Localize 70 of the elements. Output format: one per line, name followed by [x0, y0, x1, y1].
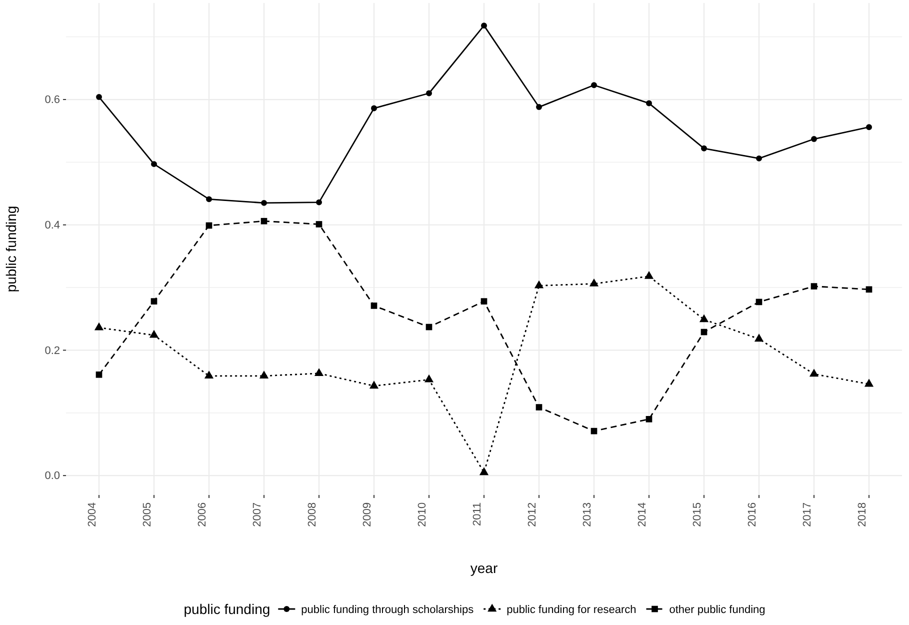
point: [150, 298, 158, 304]
legend-label: other public funding: [669, 604, 766, 616]
point: [260, 218, 268, 224]
point: [371, 105, 377, 112]
point: [426, 324, 432, 330]
x-tick-label: 2015: [692, 502, 704, 527]
x-tick-label: 2014: [636, 502, 649, 527]
x-tick-label: 2013: [582, 502, 594, 527]
point: [480, 298, 488, 304]
point: [809, 368, 819, 377]
point: [206, 222, 212, 229]
y-axis-title: public funding: [3, 206, 19, 292]
point: [644, 271, 654, 279]
point: [866, 286, 872, 293]
point: [149, 330, 159, 338]
point: [96, 94, 102, 100]
point: [700, 328, 708, 336]
x-tick-label: 2011: [472, 502, 484, 526]
y-tick-label: 0.0: [44, 470, 60, 482]
y-tick-label: 0.6: [44, 94, 60, 106]
x-tick-label: 2012: [526, 502, 539, 527]
x-tick-label: 2017: [802, 502, 814, 527]
point: [590, 428, 598, 434]
point: [316, 199, 322, 206]
point: [259, 370, 269, 379]
point: [314, 368, 324, 376]
point: [96, 372, 102, 378]
point: [589, 278, 599, 286]
point: [534, 280, 544, 288]
legend-label: public funding for research: [506, 604, 636, 616]
point: [481, 22, 487, 29]
point: [94, 322, 104, 330]
point: [591, 82, 597, 88]
point: [536, 104, 542, 110]
point: [261, 200, 267, 206]
point: [204, 370, 214, 379]
point: [811, 136, 817, 142]
point: [699, 314, 709, 322]
point: [426, 90, 432, 96]
y-tick-label: 0.2: [44, 344, 60, 357]
point: [370, 302, 378, 309]
legend-label: public funding through scholarships: [301, 604, 474, 616]
point: [646, 100, 652, 106]
point: [756, 155, 762, 162]
point: [864, 378, 874, 387]
point: [424, 374, 434, 382]
point: [810, 283, 818, 290]
x-tick-label: 2018: [856, 502, 869, 527]
point: [479, 467, 489, 476]
x-tick-label: 2007: [252, 502, 264, 527]
point: [866, 124, 872, 130]
point: [756, 298, 762, 306]
x-tick-label: 2009: [362, 502, 374, 527]
point: [754, 334, 764, 342]
legend-title: public funding: [184, 601, 270, 617]
y-tick-label: 0.4: [44, 219, 60, 232]
x-tick-label: 2004: [86, 502, 99, 527]
x-tick-label: 2010: [416, 502, 429, 527]
x-tick-label: 2008: [306, 502, 319, 527]
point: [646, 416, 652, 422]
x-tick-label: 2005: [142, 502, 154, 527]
x-tick-label: 2006: [196, 502, 209, 527]
point: [151, 161, 157, 168]
point: [369, 380, 379, 389]
x-tick-label: 2016: [746, 502, 759, 527]
x-axis-title: year: [470, 560, 498, 576]
point: [701, 145, 707, 152]
point: [316, 221, 322, 228]
point: [536, 404, 542, 410]
point: [206, 196, 212, 202]
